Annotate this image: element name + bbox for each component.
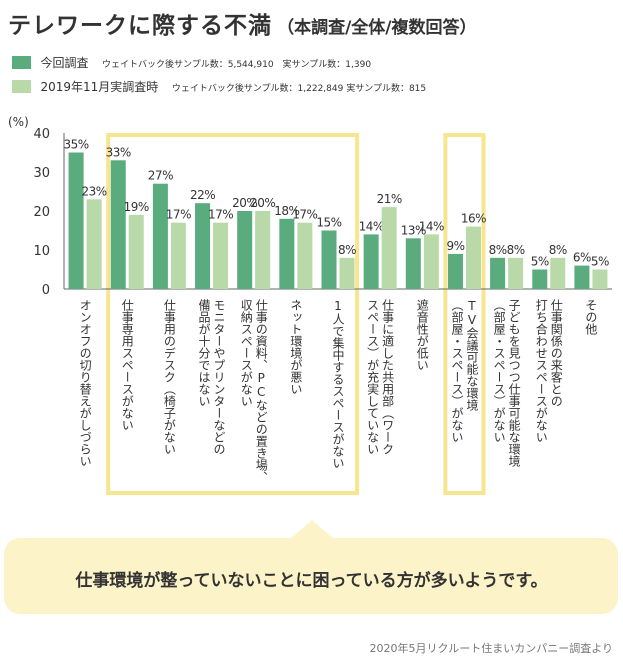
bar-2019 bbox=[213, 222, 229, 289]
bar-2019 bbox=[423, 234, 439, 289]
data-label: 14% bbox=[419, 219, 444, 233]
data-label: 16% bbox=[461, 212, 486, 226]
category-label: その他 bbox=[584, 299, 598, 335]
bar-2019 bbox=[170, 222, 186, 289]
legend-label-2019: 2019年11月実調査時 bbox=[40, 80, 159, 94]
bar-current bbox=[490, 257, 506, 289]
bar-current bbox=[152, 183, 168, 289]
category-label: 仕事用のデスク（椅子がない bbox=[162, 299, 176, 455]
bar-current bbox=[405, 238, 421, 289]
bar-2019 bbox=[297, 222, 313, 289]
category-label: 備品が十分ではない bbox=[197, 298, 211, 407]
bar-2019 bbox=[508, 257, 524, 289]
bar-2019 bbox=[255, 211, 271, 289]
bar-current bbox=[195, 203, 211, 289]
bar-current bbox=[447, 253, 463, 289]
data-label: 17% bbox=[166, 208, 191, 222]
data-label: 8% bbox=[549, 243, 567, 257]
bar-chart: 0 10 20 30 40 (%) 35% 23% オンオフの切り替えがしづらい 33% 19% 仕事… bbox=[8, 115, 612, 495]
highlight-frame-workspace bbox=[106, 133, 360, 495]
data-label: 15% bbox=[316, 216, 341, 230]
y-tick-label: 20 bbox=[33, 205, 50, 220]
data-label: 20% bbox=[232, 196, 257, 210]
category-label: （部屋・スペース）がない bbox=[492, 299, 506, 443]
data-label: 13% bbox=[401, 223, 426, 237]
bar-2019 bbox=[465, 226, 481, 289]
data-label: 17% bbox=[292, 208, 317, 222]
data-label: 17% bbox=[208, 208, 233, 222]
category-label: ネット環境が悪い bbox=[289, 299, 303, 395]
chart-title: テレワークに際する不満 （本調査/全体/複数回答） bbox=[8, 6, 477, 40]
legend-note-current: ウェイトバック後サンプル数：5,544,910 実サンプル数：1,390 bbox=[102, 60, 372, 70]
data-label: 8% bbox=[489, 243, 507, 257]
data-label: 8% bbox=[338, 243, 356, 257]
y-axis-label: (%) bbox=[8, 115, 29, 129]
bar-current bbox=[279, 218, 295, 289]
data-label: 33% bbox=[106, 145, 131, 159]
callout-box bbox=[4, 538, 618, 614]
data-label: 5% bbox=[591, 255, 609, 269]
bar-current bbox=[574, 265, 590, 289]
legend-swatch-current bbox=[12, 56, 31, 69]
data-label: 23% bbox=[81, 184, 106, 198]
data-label: 35% bbox=[63, 138, 88, 152]
category-label: スペース）が充実していない bbox=[366, 299, 380, 455]
data-label: 21% bbox=[377, 192, 402, 206]
bar-current bbox=[68, 152, 84, 289]
category-label: TV会議可能な環境 bbox=[465, 299, 479, 411]
category-label: オンオフの切り替えがしづらい bbox=[78, 299, 92, 467]
source-note: 2020年5月リクルート住まいカンパニー調査より bbox=[369, 642, 613, 655]
data-label: 8% bbox=[507, 243, 525, 257]
legend-swatch-2019 bbox=[12, 80, 31, 93]
data-label: 9% bbox=[446, 239, 464, 253]
bar-2019 bbox=[128, 214, 144, 289]
title-main: テレワークに際する不満 bbox=[8, 13, 272, 39]
data-label: 27% bbox=[148, 169, 173, 183]
data-label: 5% bbox=[531, 255, 549, 269]
y-tick-label: 10 bbox=[33, 244, 50, 259]
y-tick-label: 30 bbox=[33, 166, 50, 181]
data-label: 19% bbox=[124, 200, 149, 214]
bar-current bbox=[237, 211, 253, 289]
category-label: 1人で集中するスペースがない bbox=[331, 299, 345, 469]
bar-current bbox=[532, 269, 548, 289]
data-label: 18% bbox=[274, 204, 299, 218]
data-label: 6% bbox=[573, 251, 591, 265]
category-label: モニターやプリンターなどの bbox=[212, 299, 226, 455]
category-label: 仕事に適した共用部（ワーク bbox=[381, 299, 395, 455]
category-label: 子どもを見つつ仕事可能な環境 bbox=[507, 299, 521, 467]
y-tick-label: 0 bbox=[42, 283, 50, 298]
bar-2019 bbox=[550, 257, 566, 289]
category-label: 仕事の資料、PCなどの置き場、 bbox=[254, 299, 268, 483]
bar-2019 bbox=[86, 199, 102, 289]
bar-current bbox=[321, 230, 337, 289]
category-label: 遮音性が低い bbox=[415, 298, 429, 371]
legend-item-2019: 2019年11月実調査時 ウェイトバック後サンプル数：1,222,849 実サン… bbox=[12, 78, 426, 95]
category-label: 仕事関係の来客との bbox=[549, 299, 563, 407]
bar-2019 bbox=[592, 269, 608, 289]
bar-current bbox=[363, 234, 379, 289]
category-label: （部屋・スペース）がない bbox=[450, 299, 464, 443]
highlight-frame-tv-meeting bbox=[443, 133, 486, 495]
bar-current bbox=[110, 160, 126, 289]
callout-pointer bbox=[290, 520, 334, 539]
category-label: 仕事専用スペースがない bbox=[120, 299, 134, 431]
legend-note-2019: ウェイトバック後サンプル数：1,222,849 実サンプル数：815 bbox=[171, 84, 427, 94]
bar-2019 bbox=[339, 257, 355, 289]
data-label: 14% bbox=[359, 219, 384, 233]
callout-text: 仕事環境が整っていないことに困っている方が多いようです。 bbox=[75, 571, 548, 591]
category-label: 打ち合わせスペースがない bbox=[534, 299, 548, 443]
legend-label-current: 今回調査 bbox=[40, 56, 89, 70]
category-label: 収納スペースがない bbox=[239, 299, 253, 407]
legend-item-current: 今回調査 ウェイトバック後サンプル数：5,544,910 実サンプル数：1,39… bbox=[12, 54, 371, 71]
y-tick-label: 40 bbox=[33, 127, 50, 142]
data-label: 22% bbox=[190, 188, 215, 202]
data-label: 20% bbox=[250, 196, 275, 210]
bar-2019 bbox=[381, 207, 397, 289]
title-sub: （本調査/全体/複数回答） bbox=[277, 18, 477, 38]
